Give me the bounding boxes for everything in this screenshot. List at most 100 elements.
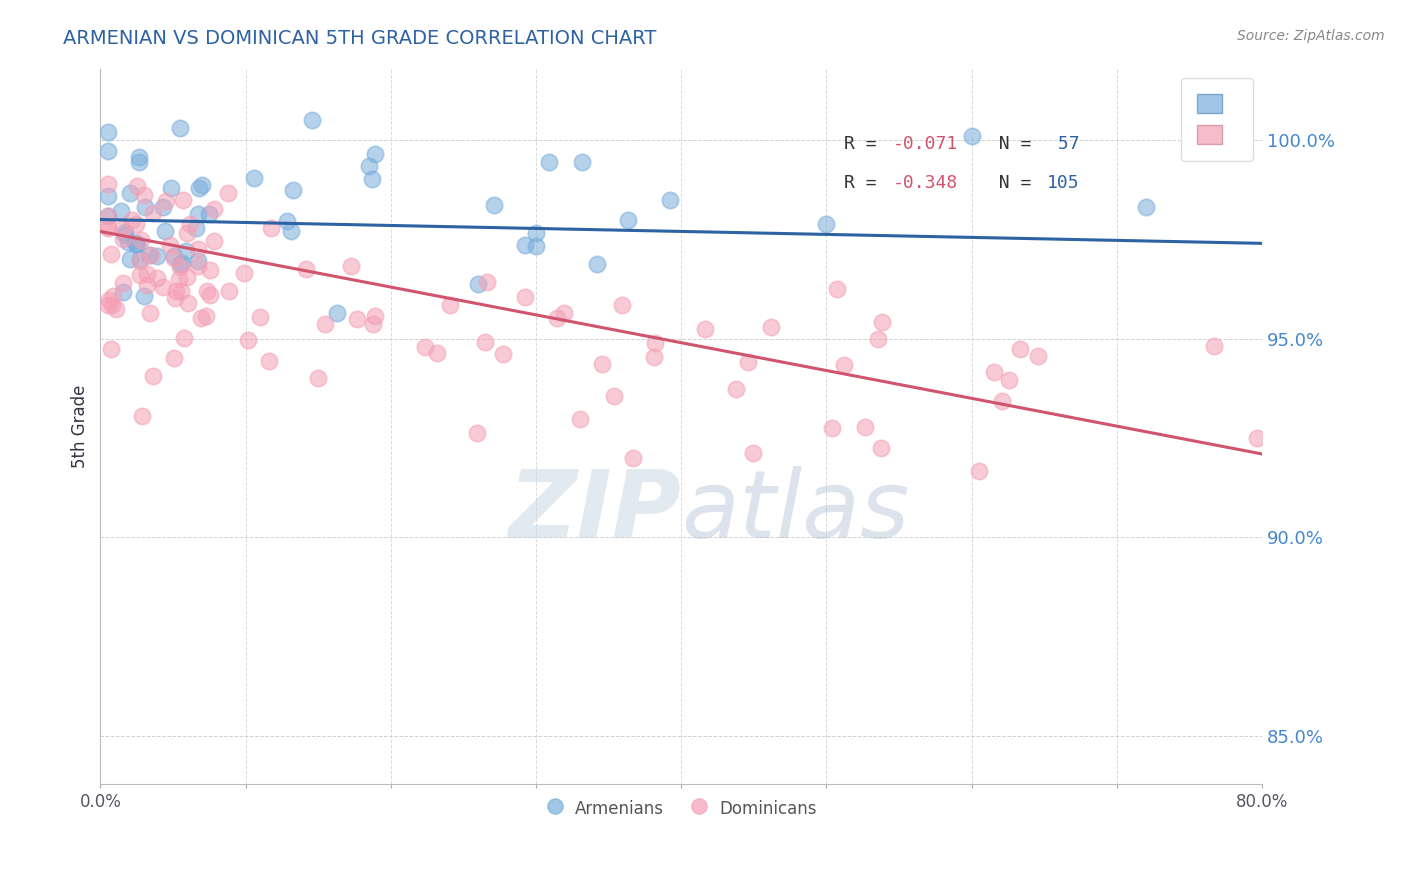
Point bbox=[1246, 431, 1268, 445]
Point bbox=[825, 282, 848, 296]
Point bbox=[169, 257, 191, 271]
Point bbox=[569, 412, 592, 426]
Point bbox=[998, 373, 1021, 387]
Point bbox=[100, 246, 122, 260]
Point bbox=[360, 172, 382, 186]
Point bbox=[233, 266, 256, 280]
Point bbox=[111, 285, 134, 299]
Point bbox=[141, 248, 163, 262]
Point bbox=[97, 178, 120, 192]
Point bbox=[97, 189, 120, 203]
Text: N =: N = bbox=[977, 174, 1043, 192]
Point bbox=[100, 342, 122, 356]
Point bbox=[1026, 349, 1049, 363]
Point bbox=[357, 159, 380, 173]
Point bbox=[202, 234, 225, 248]
Point bbox=[187, 259, 209, 273]
Point bbox=[138, 248, 160, 262]
Text: 57: 57 bbox=[1047, 135, 1080, 153]
Point bbox=[112, 232, 135, 246]
Point bbox=[101, 289, 124, 303]
Point bbox=[152, 279, 174, 293]
Point bbox=[127, 179, 149, 194]
Point bbox=[741, 446, 763, 460]
Point bbox=[218, 284, 240, 298]
Text: ARMENIAN VS DOMINICAN 5TH GRADE CORRELATION CHART: ARMENIAN VS DOMINICAN 5TH GRADE CORRELAT… bbox=[63, 29, 657, 47]
Point bbox=[163, 351, 186, 366]
Point bbox=[326, 306, 349, 320]
Point bbox=[97, 298, 120, 312]
Point bbox=[186, 220, 208, 235]
Point bbox=[121, 213, 143, 227]
Point bbox=[111, 276, 134, 290]
Point bbox=[176, 226, 198, 240]
Point bbox=[160, 181, 183, 195]
Point bbox=[114, 225, 136, 239]
Point bbox=[110, 204, 132, 219]
Point bbox=[132, 289, 155, 303]
Point bbox=[170, 256, 193, 270]
Point bbox=[117, 235, 139, 249]
Point bbox=[990, 394, 1012, 409]
Legend: Armenians, Dominicans: Armenians, Dominicans bbox=[538, 792, 824, 825]
Point bbox=[870, 441, 893, 455]
Point bbox=[187, 253, 209, 268]
Point bbox=[97, 125, 120, 139]
Point bbox=[821, 421, 844, 435]
Point bbox=[217, 186, 239, 200]
Point bbox=[131, 409, 153, 424]
Point bbox=[546, 311, 568, 326]
Text: -0.071: -0.071 bbox=[893, 135, 957, 153]
Point bbox=[169, 121, 191, 136]
Point bbox=[198, 207, 221, 221]
Point bbox=[301, 113, 323, 128]
Point bbox=[176, 295, 198, 310]
Point bbox=[413, 340, 436, 354]
Point bbox=[163, 251, 186, 265]
Point bbox=[145, 249, 167, 263]
Point bbox=[163, 249, 186, 263]
Point bbox=[118, 252, 141, 266]
Point bbox=[136, 267, 159, 281]
Point bbox=[643, 351, 665, 365]
Point bbox=[960, 129, 983, 144]
Point bbox=[314, 318, 336, 332]
Text: 105: 105 bbox=[1047, 174, 1080, 192]
Point bbox=[97, 220, 120, 235]
Point bbox=[134, 200, 156, 214]
Point bbox=[165, 284, 187, 298]
Point bbox=[967, 464, 990, 478]
Point bbox=[426, 346, 449, 360]
Point bbox=[591, 357, 613, 371]
Point bbox=[759, 320, 782, 334]
Point bbox=[111, 222, 134, 236]
Point bbox=[142, 206, 165, 220]
Point bbox=[187, 207, 209, 221]
Point bbox=[97, 145, 120, 159]
Point bbox=[644, 335, 666, 350]
Point bbox=[236, 333, 259, 347]
Point bbox=[170, 285, 193, 299]
Point bbox=[260, 220, 283, 235]
Point bbox=[1010, 342, 1032, 356]
Point bbox=[283, 183, 305, 197]
Text: R =: R = bbox=[844, 135, 887, 153]
Point bbox=[439, 298, 461, 312]
Point bbox=[202, 202, 225, 216]
Point bbox=[97, 293, 120, 307]
Point bbox=[176, 270, 198, 285]
Point bbox=[853, 420, 876, 434]
Point bbox=[257, 354, 280, 368]
Point bbox=[125, 237, 148, 252]
Point bbox=[172, 193, 194, 207]
Point bbox=[1204, 339, 1226, 353]
Point bbox=[97, 209, 120, 223]
Text: -0.348: -0.348 bbox=[893, 174, 957, 192]
Point bbox=[492, 347, 515, 361]
Point bbox=[136, 277, 159, 292]
Point bbox=[571, 154, 593, 169]
Text: R =: R = bbox=[844, 174, 887, 192]
Text: N =: N = bbox=[977, 135, 1043, 153]
Point bbox=[737, 354, 759, 368]
Point bbox=[146, 271, 169, 285]
